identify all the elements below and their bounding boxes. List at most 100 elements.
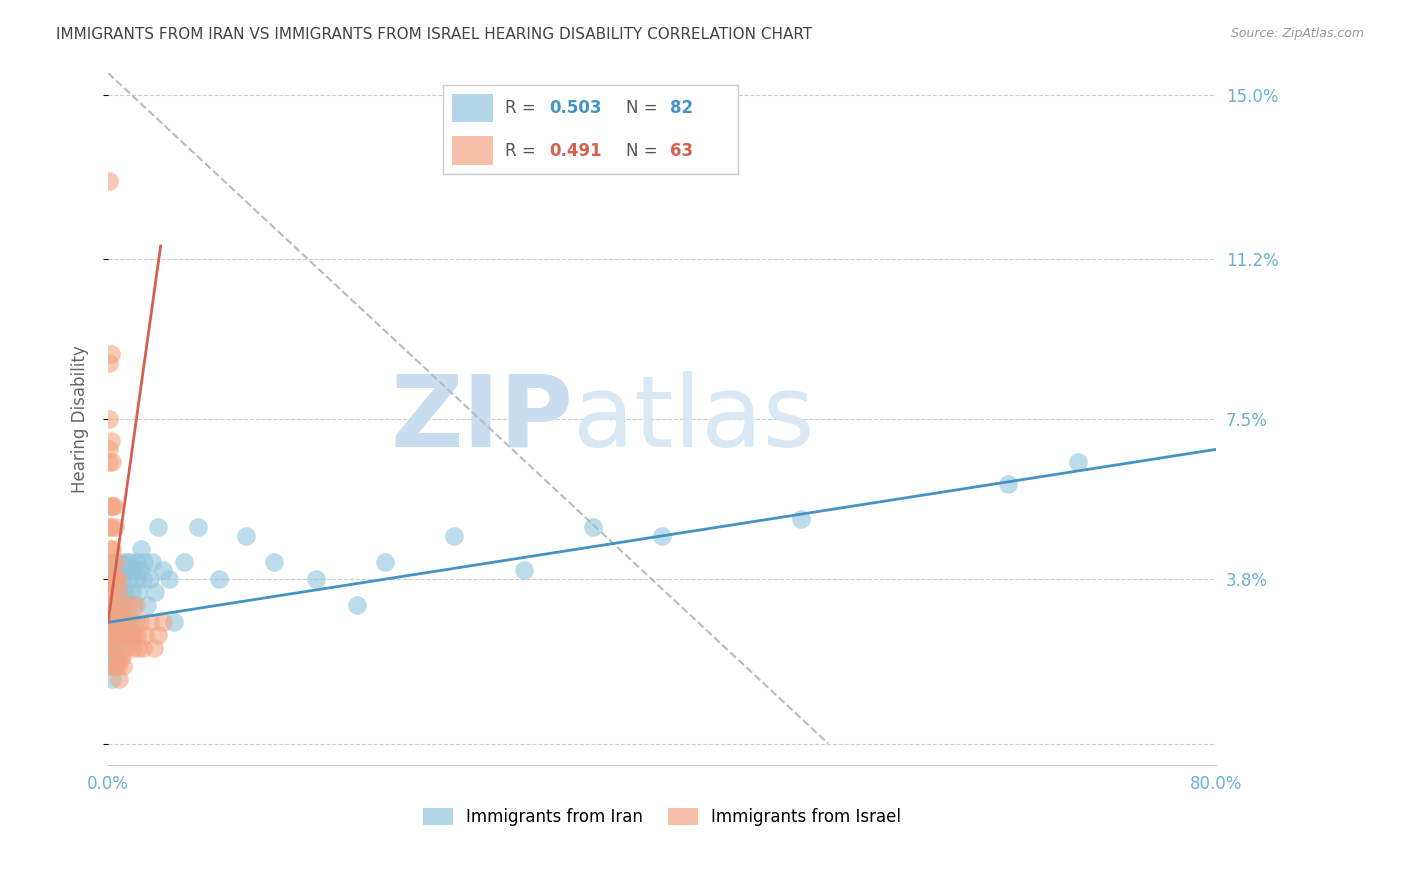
Point bbox=[104, 520, 127, 534]
Point bbox=[105, 641, 128, 656]
Point bbox=[104, 564, 127, 578]
Point bbox=[115, 641, 138, 656]
Point bbox=[132, 555, 155, 569]
Point bbox=[101, 564, 124, 578]
Point bbox=[103, 628, 125, 642]
Point bbox=[134, 628, 156, 642]
Point bbox=[110, 650, 132, 665]
Point bbox=[173, 555, 195, 569]
Point bbox=[100, 572, 122, 586]
Point bbox=[120, 628, 142, 642]
Point bbox=[107, 658, 129, 673]
Point bbox=[98, 628, 121, 642]
Point bbox=[107, 650, 129, 665]
Point bbox=[118, 628, 141, 642]
Point bbox=[141, 555, 163, 569]
Point bbox=[122, 564, 145, 578]
Point bbox=[108, 585, 131, 599]
Point bbox=[125, 572, 148, 586]
Point bbox=[110, 641, 132, 656]
Point bbox=[101, 607, 124, 621]
Point bbox=[443, 529, 465, 543]
Text: 63: 63 bbox=[671, 142, 693, 160]
Text: 82: 82 bbox=[671, 99, 693, 117]
Text: ZIP: ZIP bbox=[391, 370, 574, 467]
Point bbox=[582, 520, 605, 534]
Point bbox=[115, 564, 138, 578]
Point bbox=[118, 572, 141, 586]
Point bbox=[107, 581, 129, 595]
Point bbox=[107, 572, 129, 586]
Text: R =: R = bbox=[505, 142, 541, 160]
Point bbox=[112, 572, 135, 586]
Point bbox=[104, 572, 127, 586]
Text: N =: N = bbox=[626, 142, 662, 160]
Point bbox=[100, 641, 122, 656]
Point bbox=[98, 455, 121, 469]
Point bbox=[110, 585, 132, 599]
Point bbox=[131, 641, 153, 656]
Point bbox=[111, 607, 134, 621]
Point bbox=[101, 541, 124, 556]
Point bbox=[103, 585, 125, 599]
Point bbox=[114, 585, 136, 599]
Point bbox=[1066, 455, 1088, 469]
Point bbox=[100, 641, 122, 656]
Point bbox=[98, 174, 121, 188]
Text: Source: ZipAtlas.com: Source: ZipAtlas.com bbox=[1230, 27, 1364, 40]
Point bbox=[122, 628, 145, 642]
Point bbox=[235, 529, 257, 543]
Point bbox=[107, 615, 129, 630]
Point bbox=[117, 598, 139, 612]
Point bbox=[100, 598, 122, 612]
Point bbox=[98, 412, 121, 426]
Point bbox=[101, 499, 124, 513]
Legend: Immigrants from Iran, Immigrants from Israel: Immigrants from Iran, Immigrants from Is… bbox=[416, 802, 908, 833]
Point bbox=[104, 658, 127, 673]
Point bbox=[346, 598, 368, 612]
Point bbox=[104, 598, 127, 612]
Point bbox=[208, 572, 231, 586]
Point bbox=[108, 564, 131, 578]
Point bbox=[101, 572, 124, 586]
Point bbox=[114, 628, 136, 642]
Point bbox=[112, 615, 135, 630]
Point bbox=[997, 477, 1019, 491]
Point bbox=[100, 434, 122, 448]
Point bbox=[112, 615, 135, 630]
Point bbox=[100, 541, 122, 556]
Point bbox=[101, 455, 124, 469]
Point bbox=[125, 555, 148, 569]
Bar bbox=[451, 136, 494, 165]
Point bbox=[118, 598, 141, 612]
Point bbox=[131, 572, 153, 586]
Point bbox=[104, 628, 127, 642]
Point bbox=[98, 607, 121, 621]
Point bbox=[117, 615, 139, 630]
Point bbox=[138, 615, 160, 630]
Point bbox=[122, 641, 145, 656]
Point bbox=[98, 442, 121, 457]
Point bbox=[128, 564, 150, 578]
Point bbox=[105, 572, 128, 586]
Point bbox=[374, 555, 396, 569]
Point bbox=[103, 555, 125, 569]
Point bbox=[107, 615, 129, 630]
Point bbox=[98, 356, 121, 370]
Text: 0.503: 0.503 bbox=[550, 99, 602, 117]
Point bbox=[263, 555, 285, 569]
Point bbox=[105, 607, 128, 621]
Point bbox=[100, 555, 122, 569]
Point bbox=[101, 658, 124, 673]
Point bbox=[124, 598, 146, 612]
Point bbox=[146, 628, 169, 642]
Point bbox=[108, 672, 131, 686]
Point bbox=[98, 585, 121, 599]
Point bbox=[100, 520, 122, 534]
Text: IMMIGRANTS FROM IRAN VS IMMIGRANTS FROM ISRAEL HEARING DISABILITY CORRELATION CH: IMMIGRANTS FROM IRAN VS IMMIGRANTS FROM … bbox=[56, 27, 813, 42]
Point bbox=[143, 585, 166, 599]
Point bbox=[121, 615, 143, 630]
Point bbox=[152, 615, 174, 630]
Point bbox=[100, 347, 122, 361]
Point bbox=[103, 650, 125, 665]
